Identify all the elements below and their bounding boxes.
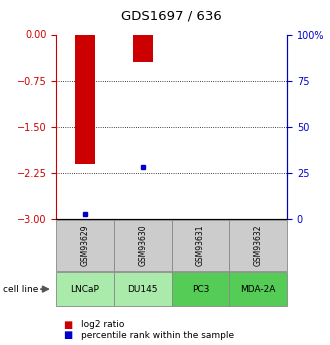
Bar: [133, 34, 153, 62]
Text: GSM93630: GSM93630: [138, 225, 147, 266]
Text: cell line: cell line: [3, 285, 39, 294]
Text: LNCaP: LNCaP: [71, 285, 99, 294]
Text: percentile rank within the sample: percentile rank within the sample: [81, 331, 234, 340]
Text: MDA-2A: MDA-2A: [241, 285, 276, 294]
Text: GSM93632: GSM93632: [254, 225, 263, 266]
Text: GSM93629: GSM93629: [81, 225, 89, 266]
Text: ■: ■: [63, 331, 72, 340]
Text: log2 ratio: log2 ratio: [81, 321, 124, 329]
Text: DU145: DU145: [127, 285, 158, 294]
Bar: [75, 34, 95, 164]
Text: ■: ■: [63, 320, 72, 330]
Text: GDS1697 / 636: GDS1697 / 636: [121, 9, 222, 22]
Text: PC3: PC3: [192, 285, 209, 294]
Text: GSM93631: GSM93631: [196, 225, 205, 266]
